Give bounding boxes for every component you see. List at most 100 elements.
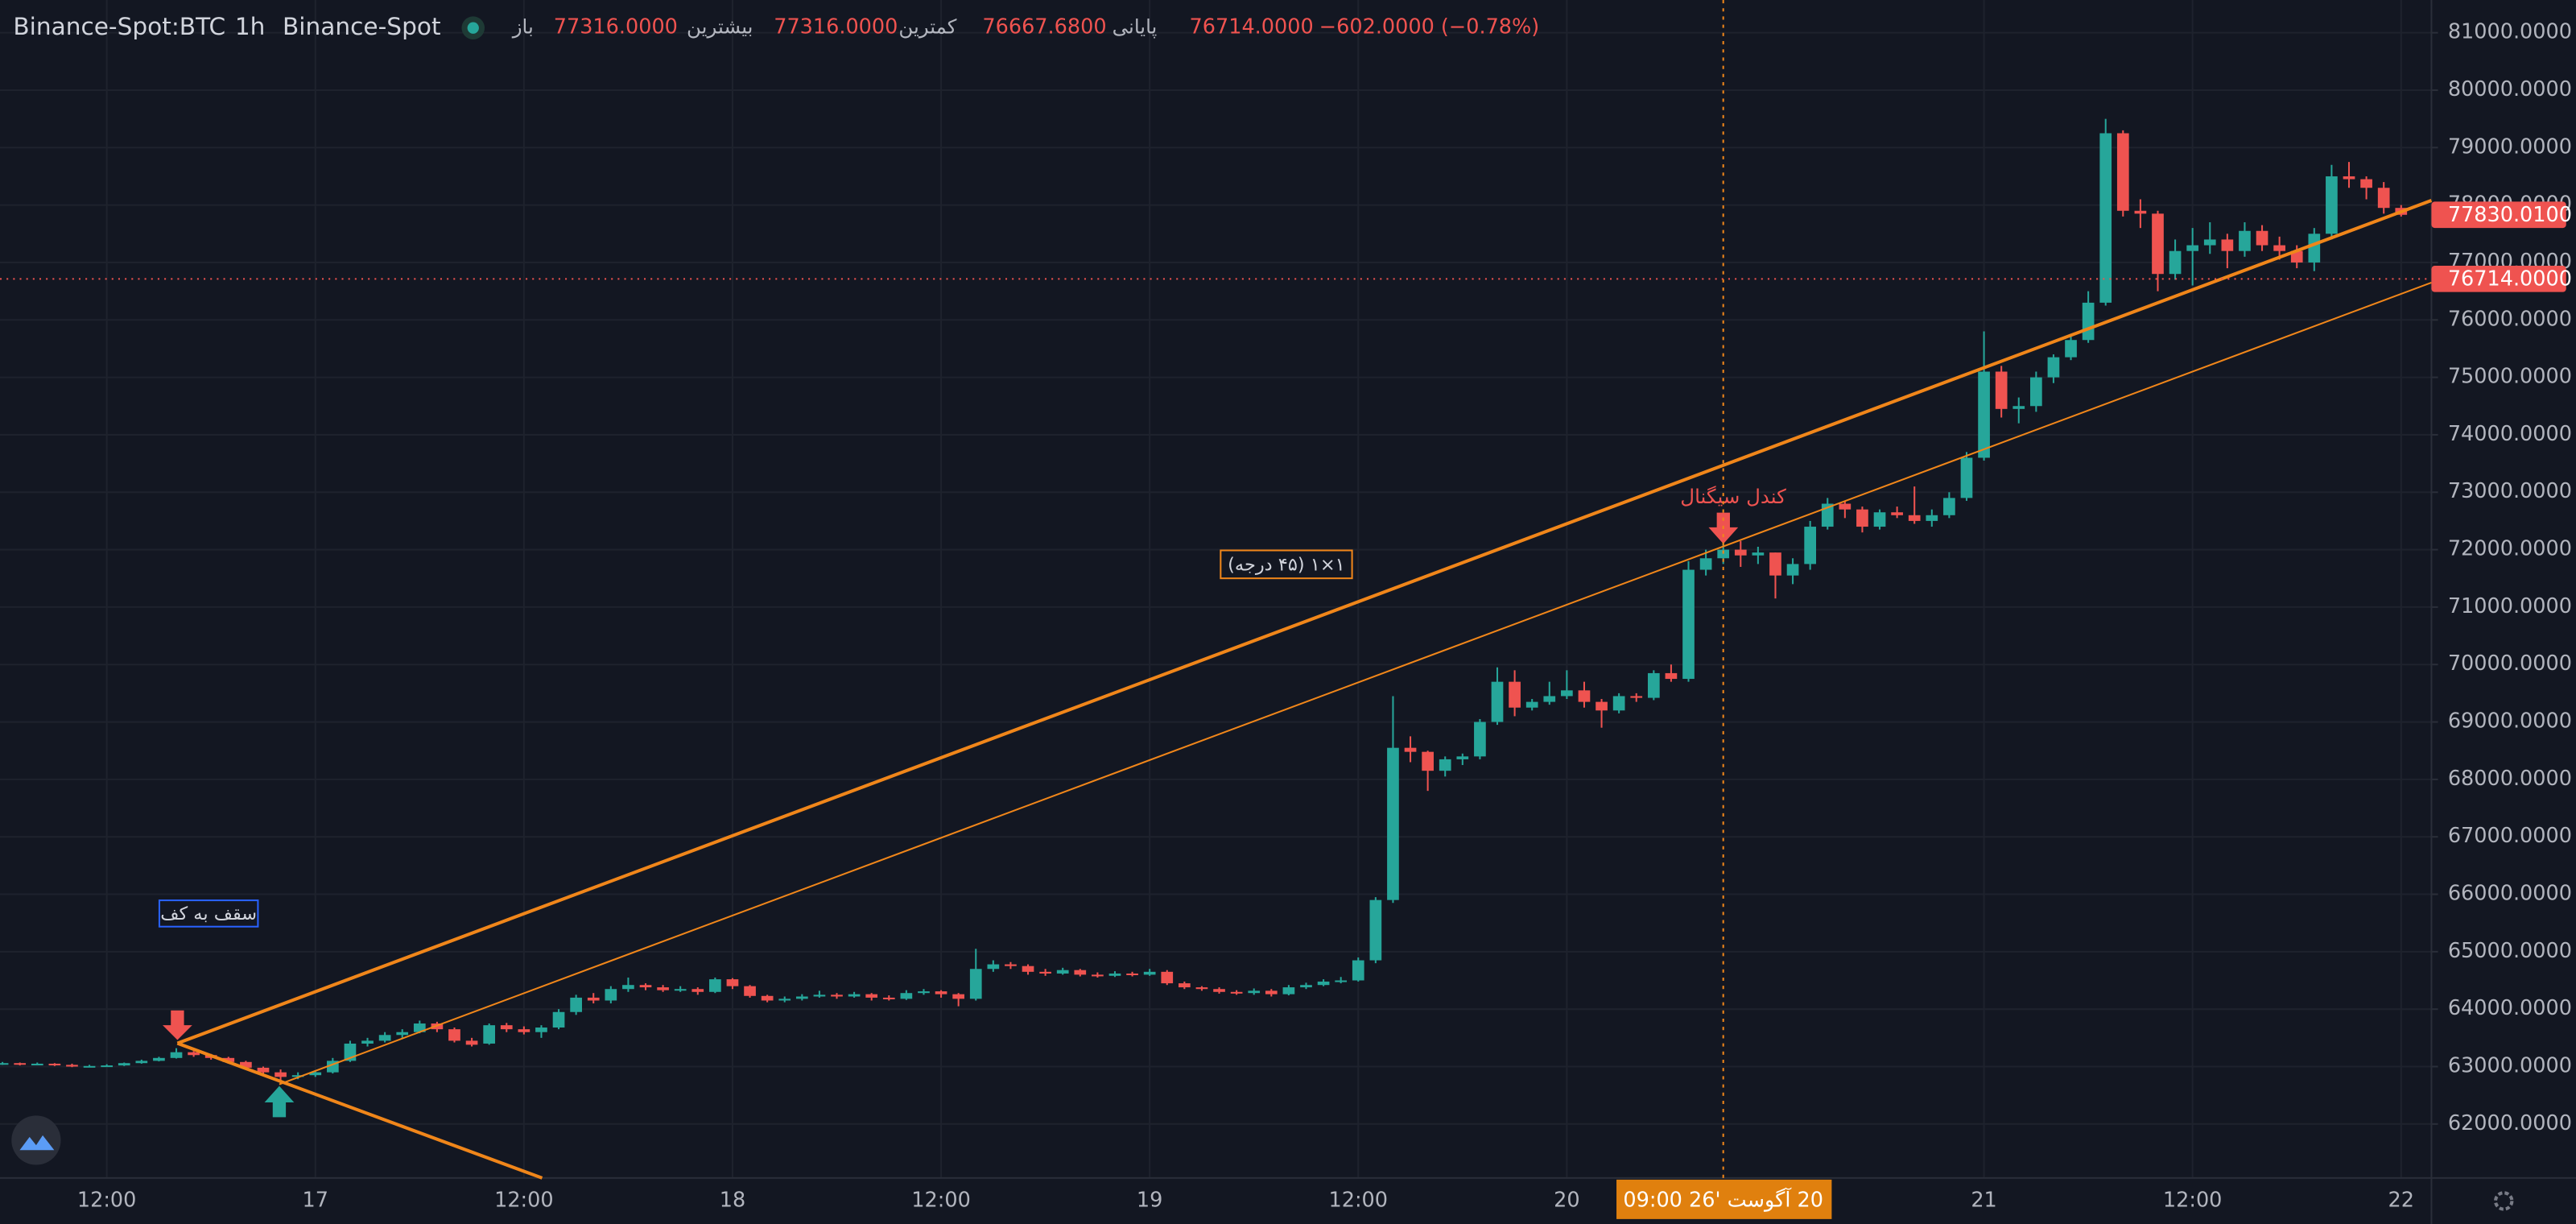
candle-body	[1022, 966, 1034, 972]
ohlc-value: 77316.0000	[774, 15, 898, 39]
candle-body	[1317, 981, 1330, 986]
candle-body	[2273, 245, 2285, 251]
candle-body	[257, 1067, 270, 1073]
candle-body	[48, 1063, 61, 1065]
candle-body	[691, 989, 704, 992]
candle-body	[465, 1040, 478, 1045]
candle-body	[848, 994, 861, 997]
candle-body	[1943, 498, 1955, 515]
candle-body	[2030, 377, 2042, 407]
x-tick-label: 20	[1554, 1188, 1579, 1212]
candle-body	[2377, 188, 2390, 209]
candle-body	[2152, 213, 2164, 275]
candle-body	[674, 989, 687, 991]
candle-body	[1926, 515, 1938, 521]
candle-body	[1682, 569, 1695, 680]
candle-body	[2099, 133, 2112, 303]
candle-body	[2186, 245, 2199, 251]
candle-body	[1769, 552, 1781, 576]
candle-body	[1300, 985, 1312, 988]
candle-body	[1630, 696, 1643, 698]
label-box	[158, 899, 259, 928]
candle-body	[865, 994, 878, 998]
x-tick-label: 22	[2388, 1188, 2414, 1212]
symbol: Binance-Spot:BTC	[13, 13, 225, 40]
candle-body	[2047, 357, 2060, 378]
candle-body	[2360, 179, 2372, 188]
candle-body	[1352, 960, 1364, 981]
candle-body	[1525, 701, 1538, 708]
candle-body	[1873, 512, 1886, 527]
logo[interactable]	[11, 1115, 61, 1165]
candle-body	[1439, 759, 1451, 771]
candle-body	[1179, 983, 1191, 988]
candle-body	[1404, 747, 1417, 752]
exchange: Binance-Spot	[283, 13, 441, 40]
candle-body	[83, 1065, 96, 1068]
status-dot	[467, 22, 479, 34]
candle-body	[66, 1065, 78, 1067]
candle-body	[1474, 722, 1486, 757]
settings-button[interactable]	[2493, 1191, 2514, 1211]
candle-body	[761, 995, 774, 1001]
candle-body	[1195, 987, 1208, 990]
candle-body	[1995, 371, 2008, 409]
y-tick-label: 68000.0000	[2448, 767, 2572, 791]
drawings: سقف به کف ۱×۱ (۴۵ درجه) کندل سیگنال	[158, 199, 2433, 1180]
candle-body	[448, 1029, 460, 1041]
candle-body	[1699, 558, 1712, 570]
candle-body	[552, 1011, 565, 1028]
candle-body	[918, 991, 930, 994]
candle-body	[1839, 503, 1852, 510]
candle-body	[118, 1063, 130, 1066]
x-tick-label: 19	[1137, 1188, 1162, 1212]
candle-body	[1074, 970, 1087, 975]
candle-body	[744, 986, 756, 996]
y-tick-label: 69000.0000	[2448, 709, 2572, 734]
ohlc-value: 76714.0000	[1190, 15, 1314, 39]
candle-body	[1092, 974, 1104, 977]
trend-line	[279, 281, 2432, 1085]
candle-body	[2082, 302, 2095, 341]
crosshair-tag	[1616, 1179, 1832, 1219]
candle-body	[622, 985, 634, 990]
x-tick-label: 17	[303, 1188, 328, 1212]
candle-body	[101, 1065, 113, 1068]
x-tick-label: 18	[720, 1188, 745, 1212]
candle-body	[1108, 973, 1121, 976]
interval: 1h	[235, 13, 266, 40]
candle-body	[2256, 230, 2268, 246]
candle-body	[291, 1075, 304, 1077]
header: Binance-Spot:BTC 1h Binance-Spot باز 773…	[13, 13, 1539, 40]
candle-body	[1891, 512, 1903, 515]
candle-body	[1665, 672, 1678, 680]
candle-body	[1387, 747, 1399, 900]
annotation: ۱×۱ (۴۵ درجه)	[1228, 554, 1345, 575]
candle-body	[1248, 990, 1261, 994]
candle-body	[1561, 690, 1573, 697]
candle-body	[2065, 340, 2077, 358]
candle-body	[1978, 371, 1990, 458]
candle-body	[240, 1061, 252, 1068]
y-tick-label: 81000.0000	[2448, 20, 2572, 44]
candle-body	[2013, 406, 2025, 409]
x-tick-label: 12:00	[2163, 1188, 2223, 1212]
candle-body	[2221, 239, 2234, 251]
y-tick-label: 79000.0000	[2448, 134, 2572, 159]
candle-body	[31, 1063, 43, 1065]
candle-body	[1213, 989, 1225, 992]
y-tick-label: 74000.0000	[2448, 422, 2572, 446]
ohlc-value: 77316.0000	[554, 15, 678, 39]
candle-body	[1752, 552, 1765, 556]
candle-body	[1856, 509, 1868, 527]
candle-body	[1161, 971, 1174, 984]
candle-body	[709, 979, 721, 992]
candle-body	[1960, 457, 1973, 498]
candle-body	[987, 964, 1000, 970]
buy-arrow	[264, 1085, 295, 1118]
label-box	[1220, 549, 1353, 580]
candle-body	[2290, 250, 2303, 263]
candle-body	[2134, 210, 2147, 214]
